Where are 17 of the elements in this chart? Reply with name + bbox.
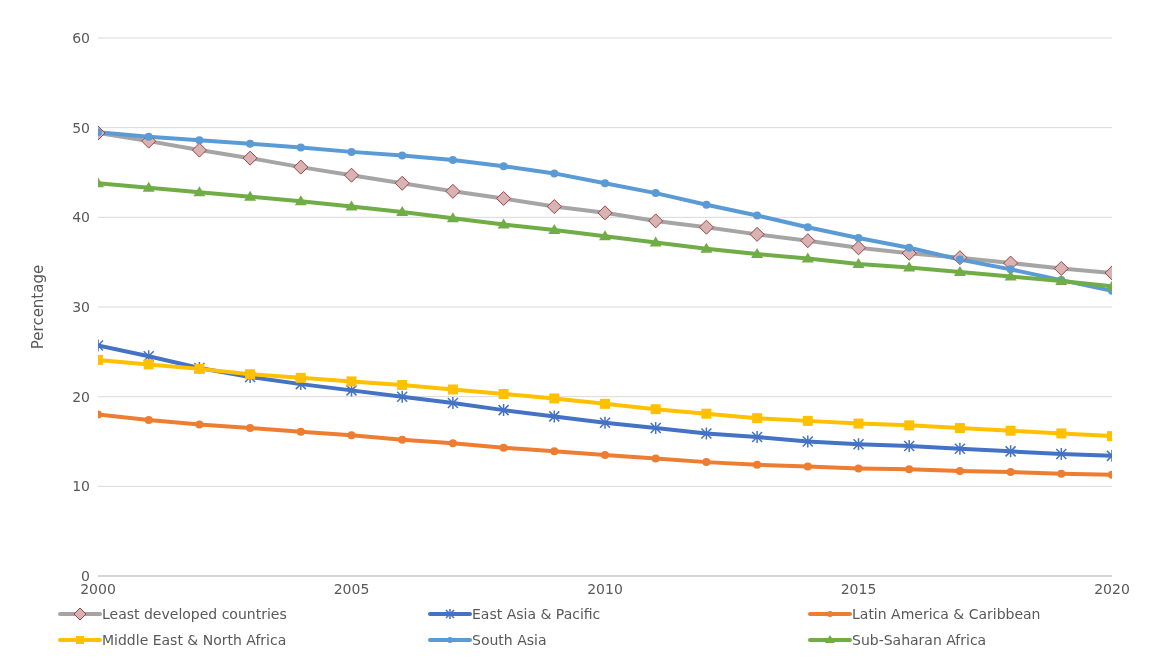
- x-tick-label: 2020: [1094, 580, 1130, 597]
- x-tick-label: 2010: [587, 580, 623, 597]
- y-tick-label: 50: [72, 119, 90, 136]
- legend-label: South Asia: [472, 632, 547, 648]
- y-tick-label: 30: [72, 298, 90, 315]
- y-tick-label: 40: [72, 209, 90, 226]
- legend-label: Middle East & North Africa: [102, 632, 287, 648]
- x-tick-label: 2005: [333, 580, 370, 597]
- y-axis-title: Percentage: [29, 264, 48, 350]
- legend-label: Least developed countries: [102, 606, 287, 622]
- legend-label: Sub-Saharan Africa: [852, 632, 987, 648]
- y-tick-label: 20: [72, 388, 90, 405]
- y-tick-label: 60: [72, 29, 90, 46]
- legend-label: Latin America & Caribbean: [852, 606, 1041, 622]
- x-tick-label: 2015: [840, 580, 877, 597]
- legend-label: East Asia & Pacific: [472, 606, 601, 622]
- y-tick-label: 10: [72, 478, 90, 495]
